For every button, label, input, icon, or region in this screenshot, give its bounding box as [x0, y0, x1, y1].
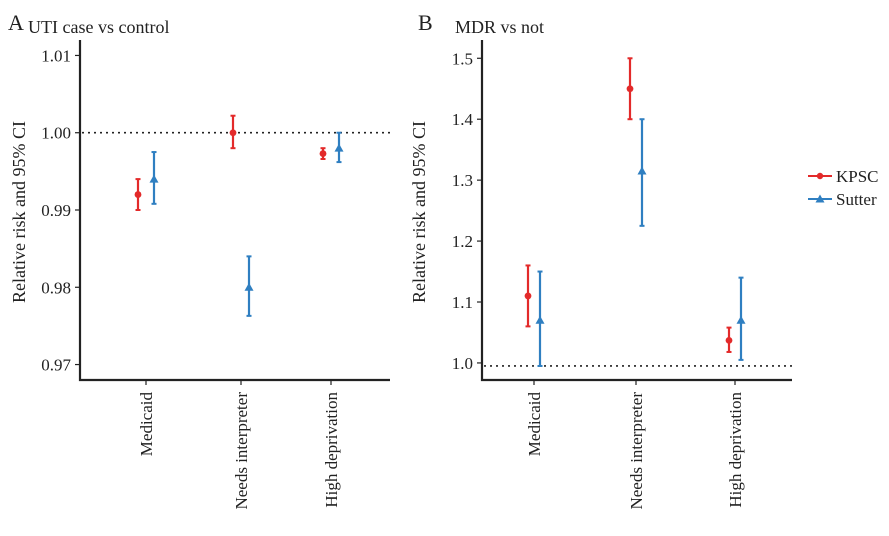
y-tick-label: 1.0 [452, 354, 473, 373]
panel-b: B MDR vs not Relative risk and 95% CI 1.0 1.… [409, 10, 792, 510]
axis-lines [480, 40, 792, 382]
y-tick-label: 0.98 [41, 278, 71, 297]
point-sutter [736, 315, 746, 324]
legend-label: Sutter [836, 190, 877, 209]
panel-letter: A [8, 10, 24, 35]
y-tick-label: 1.00 [41, 124, 71, 143]
y-tick-label: 0.99 [41, 201, 71, 220]
point-kpsc [134, 191, 142, 198]
y-tick-label: 1.01 [41, 46, 71, 65]
legend: KPSC Sutter [808, 167, 879, 209]
point-sutter [334, 143, 344, 152]
point-kpsc [626, 85, 634, 93]
x-tick-label: Medicaid [137, 392, 156, 457]
point-sutter [637, 166, 647, 175]
y-tick-label: 1.1 [452, 293, 473, 312]
axis-lines [78, 40, 390, 382]
point-sutter [244, 282, 254, 291]
y-axis-label: Relative risk and 95% CI [9, 121, 29, 303]
point-kpsc [319, 150, 327, 157]
point-sutter [149, 174, 159, 183]
x-tick-label: Medicaid [525, 392, 544, 457]
legend-key-marker [815, 194, 825, 203]
legend-key-marker [816, 172, 824, 180]
x-tick-label: High deprivation [322, 392, 341, 508]
point-kpsc [725, 336, 733, 344]
legend-label: KPSC [836, 167, 879, 186]
panel-title: MDR vs not [455, 17, 544, 37]
y-axis-label: Relative risk and 95% CI [409, 121, 429, 303]
point-kpsc [229, 129, 237, 137]
y-tick-label: 1.2 [452, 232, 473, 251]
y-tick-label: 0.97 [41, 356, 71, 375]
panel-title: UTI case vs control [28, 17, 169, 37]
panel-letter: B [418, 10, 433, 35]
point-kpsc [524, 292, 532, 300]
point-sutter [535, 315, 545, 324]
y-tick-label: 1.4 [452, 110, 474, 129]
panel-a: A UTI case vs control Relative risk and 95… [8, 10, 390, 510]
y-tick-label: 1.3 [452, 171, 473, 190]
x-tick-label: High deprivation [726, 392, 745, 508]
x-tick-label: Needs interpreter [627, 392, 646, 510]
y-tick-label: 1.5 [452, 49, 473, 68]
x-tick-label: Needs interpreter [232, 392, 251, 510]
